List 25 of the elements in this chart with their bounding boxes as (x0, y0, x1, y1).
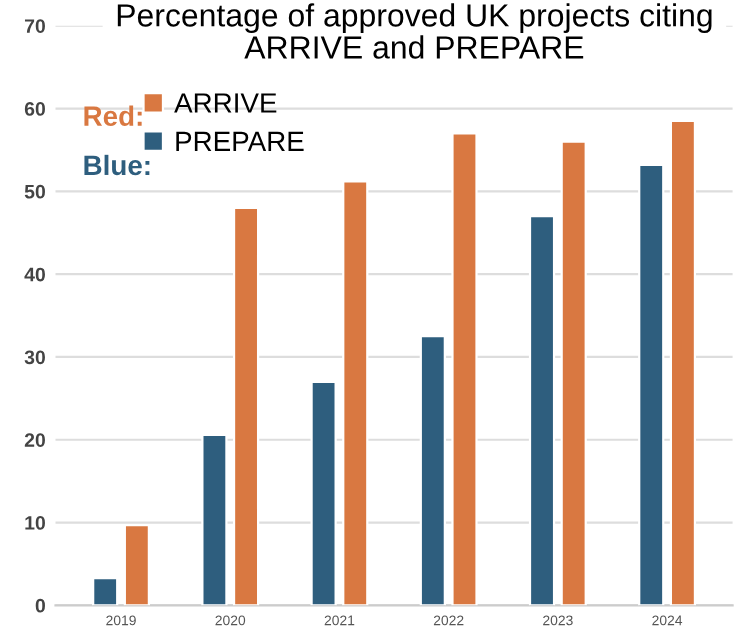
y-tick-label: 60 (24, 102, 45, 116)
bar (560, 140, 587, 606)
y-tick-label: 10 (25, 516, 45, 530)
y-tick-label: 70 (24, 19, 45, 33)
bar (123, 523, 150, 606)
legend-label: PREPARE (176, 131, 304, 151)
bar (669, 119, 697, 606)
annotation: Red: (84, 105, 142, 126)
y-tick-label: 0 (35, 598, 45, 613)
y-tick-label: 40 (24, 267, 45, 282)
y-tick-label: 20 (24, 433, 45, 447)
bar (232, 206, 260, 606)
bar (92, 576, 119, 606)
bar (638, 163, 665, 606)
bar (310, 380, 337, 606)
bar (419, 335, 446, 606)
y-tick-label: 50 (24, 184, 45, 199)
bar (342, 180, 369, 606)
chart-title: Percentage of approved UK projects citing ARRIVE and PREPARE (117, 3, 712, 59)
bar (201, 433, 228, 606)
bar (528, 215, 556, 606)
annotation: Blue: (84, 154, 150, 176)
legend-label: ARRIVE (174, 93, 277, 113)
bar (451, 132, 478, 606)
y-tick-label: 30 (24, 350, 45, 365)
